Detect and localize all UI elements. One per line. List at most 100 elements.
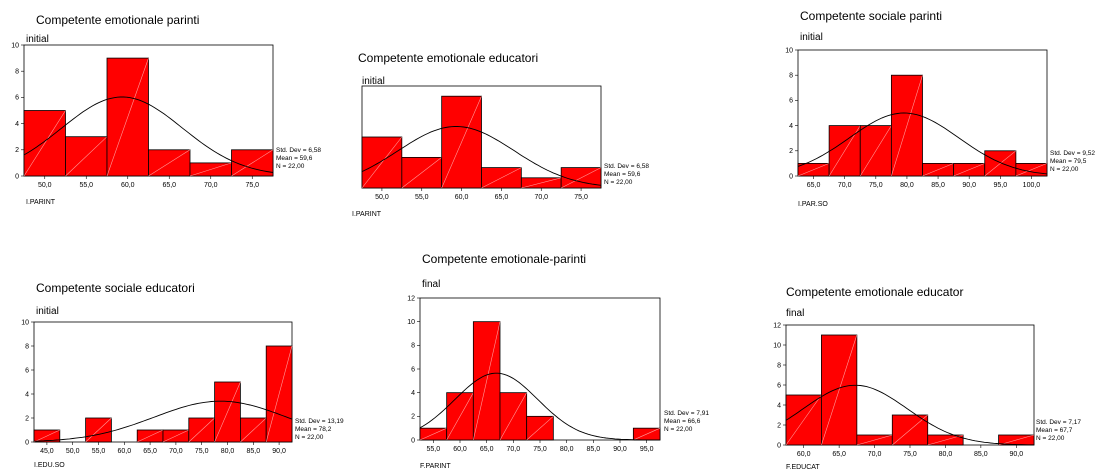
bar-hatch xyxy=(162,429,189,443)
x-tick-label: 80,0 xyxy=(560,446,574,453)
x-tick-label: 85,0 xyxy=(246,448,260,455)
stats-label: N = 22,00 xyxy=(295,434,324,441)
stats-label: Std. Dev = 6,58 xyxy=(276,147,321,154)
stats-label: Std. Dev = 9,52 xyxy=(1050,150,1095,157)
x-axis-label: I.EDU.SO xyxy=(34,462,65,469)
normal-curve xyxy=(33,400,293,442)
bar-hatch xyxy=(419,427,447,441)
bar-hatch xyxy=(214,381,241,443)
bar-hatch xyxy=(891,75,923,177)
x-tick-label: 65,0 xyxy=(495,194,509,201)
bar-hatch xyxy=(922,163,954,177)
x-axis-label: F.EDUCAT xyxy=(786,464,820,471)
x-tick-label: 60,0 xyxy=(455,194,469,201)
y-tick-label: 4 xyxy=(25,391,29,398)
y-tick-label: 0 xyxy=(777,442,781,449)
x-tick-label: 70,0 xyxy=(204,182,218,189)
x-tick-label: 70,0 xyxy=(534,194,548,201)
x-tick-label: 65,0 xyxy=(162,182,176,189)
stats-label: N = 22,00 xyxy=(1036,435,1065,442)
normal-curve xyxy=(361,126,602,186)
x-tick-label: 70,0 xyxy=(507,446,521,453)
x-tick-label: 55,0 xyxy=(79,182,93,189)
bar-hatch xyxy=(785,394,822,446)
bar-hatch xyxy=(240,417,267,443)
y-tick-label: 6 xyxy=(411,366,415,373)
normal-curve xyxy=(797,112,1048,175)
bar-hatch xyxy=(65,136,108,177)
x-tick-label: 50,0 xyxy=(375,194,389,201)
chart-subtitle: initial xyxy=(36,306,59,317)
bar-hatch xyxy=(561,167,602,189)
normal-curve xyxy=(785,384,1034,446)
x-tick-label: 80,0 xyxy=(900,182,914,189)
x-tick-label: 65,0 xyxy=(480,446,494,453)
y-tick-label: 8 xyxy=(777,362,781,369)
stats-label: N = 22,00 xyxy=(276,163,305,170)
bar-hatch xyxy=(998,434,1035,446)
stats-label: Std. Dev = 13,19 xyxy=(295,418,344,425)
x-axis-label: I.PARINT xyxy=(26,199,56,206)
stats-label: Mean = 79,5 xyxy=(1050,158,1087,165)
y-tick-label: 8 xyxy=(789,73,793,80)
y-tick-label: 0 xyxy=(411,437,415,444)
bar-hatch xyxy=(526,416,554,441)
bar-hatch xyxy=(265,345,293,443)
bar-hatch xyxy=(231,149,274,177)
x-tick-label: 100,0 xyxy=(1023,182,1041,189)
bar-hatch xyxy=(85,417,112,443)
y-tick-label: 2 xyxy=(411,414,415,421)
x-tick-label: 65,0 xyxy=(832,451,846,458)
x-tick-label: 80,0 xyxy=(939,451,953,458)
stats-label: N = 22,00 xyxy=(664,426,693,433)
stats-label: N = 22,00 xyxy=(1050,166,1079,173)
bar-hatch xyxy=(481,167,522,189)
stats-label: Std. Dev = 6,58 xyxy=(604,163,649,170)
stats-label: Mean = 78,2 xyxy=(295,426,332,433)
y-tick-label: 10 xyxy=(785,47,793,54)
y-tick-label: 12 xyxy=(773,322,781,329)
bar-hatch xyxy=(148,149,191,177)
bar-hatch xyxy=(361,136,403,189)
chart-title: Competente emotionale-parinti xyxy=(422,252,586,266)
bar-hatch xyxy=(401,157,442,189)
x-tick-label: 75,0 xyxy=(195,448,209,455)
y-tick-label: 2 xyxy=(777,422,781,429)
chart-title: Competente emotionale educator xyxy=(786,285,963,299)
stats-label: Mean = 59,6 xyxy=(604,171,641,178)
chart-title: Competente sociale educatori xyxy=(36,281,195,295)
y-tick-label: 2 xyxy=(15,147,19,154)
x-tick-label: 75,0 xyxy=(903,451,917,458)
bar-hatch xyxy=(1015,163,1048,177)
y-tick-label: 6 xyxy=(15,95,19,102)
x-tick-label: 55,0 xyxy=(92,448,106,455)
chart-title: Competente emotionale educatori xyxy=(358,51,538,65)
x-axis-label: I.PARINT xyxy=(352,211,382,218)
bar-hatch xyxy=(499,392,527,441)
x-tick-label: 95,0 xyxy=(994,182,1008,189)
bar-hatch xyxy=(137,429,164,443)
y-tick-label: 0 xyxy=(15,173,19,180)
x-tick-label: 75,0 xyxy=(533,446,547,453)
bar-hatch xyxy=(953,163,985,177)
chart-subtitle: initial xyxy=(362,76,385,87)
bar-hatch xyxy=(189,162,232,177)
stats-label: Mean = 59,6 xyxy=(276,155,313,162)
x-tick-label: 70,0 xyxy=(868,451,882,458)
x-axis-label: F.PARINT xyxy=(420,463,451,470)
bar-hatch xyxy=(446,392,474,441)
x-tick-label: 90,0 xyxy=(613,446,627,453)
normal-curve xyxy=(23,96,274,173)
y-tick-label: 10 xyxy=(773,342,781,349)
y-tick-label: 6 xyxy=(789,98,793,105)
bar-hatch xyxy=(892,414,928,446)
bar-hatch xyxy=(821,334,858,446)
y-tick-label: 2 xyxy=(25,415,29,422)
bar-hatch xyxy=(441,96,482,189)
bar-hatch xyxy=(188,417,215,443)
bar-hatch xyxy=(984,150,1017,177)
bar-hatch xyxy=(856,434,893,446)
bar-hatch xyxy=(23,110,66,177)
y-tick-label: 10 xyxy=(11,42,19,49)
